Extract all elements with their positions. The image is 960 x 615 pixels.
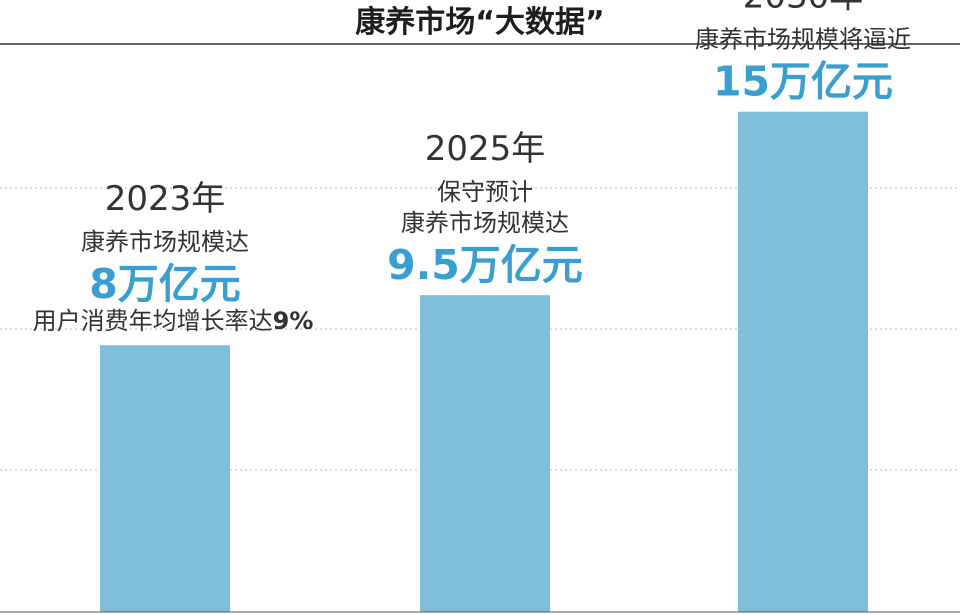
data-label-value: 15万亿元 xyxy=(713,58,893,106)
annotation-line: 保守预计 xyxy=(437,178,533,206)
bars xyxy=(0,111,960,613)
bar-2030年 xyxy=(738,111,868,613)
annotation-line: 康养市场规模达 xyxy=(81,228,249,256)
data-label-value: 8万亿元 xyxy=(89,260,241,308)
category-label-year: 2023年 xyxy=(105,179,226,219)
growth-rate-value: 9% xyxy=(273,307,314,335)
bar-2025年 xyxy=(420,295,550,612)
annotation-2030年: 15万亿元 康养市场规模将逼近 2030年 xyxy=(695,0,911,106)
category-label-year: 2030年 xyxy=(743,0,864,17)
bar-annotations: 用户消费年均增长率达9%8万亿元康养市场规模达2023年9.5万亿元康养市场规模… xyxy=(33,0,911,335)
growth-note-text: 用户消费年均增长率达 xyxy=(33,307,273,335)
category-label-year: 2025年 xyxy=(425,129,546,169)
data-label-value: 9.5万亿元 xyxy=(387,241,583,289)
bar-2023年 xyxy=(100,345,230,612)
chart-title: 康养市场“大数据” xyxy=(355,5,604,40)
annotation-line: 康养市场规模将逼近 xyxy=(695,26,911,54)
growth-note: 用户消费年均增长率达9% xyxy=(33,307,314,335)
annotation-line: 康养市场规模达 xyxy=(401,209,569,237)
